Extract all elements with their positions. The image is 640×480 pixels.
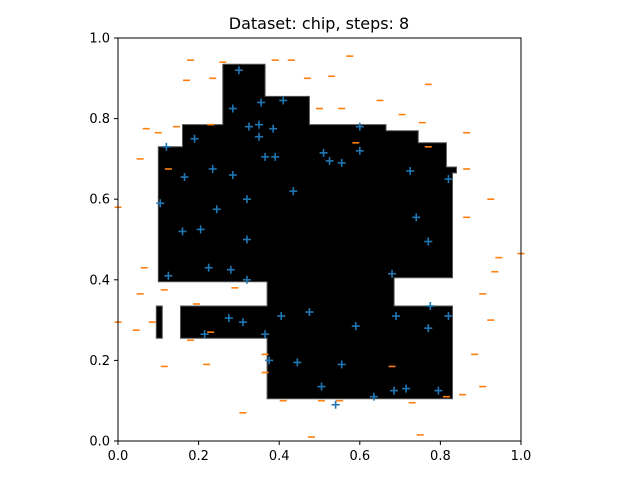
chart-title: Dataset: chip, steps: 8	[229, 14, 409, 33]
positive-point	[424, 324, 433, 333]
positive-point	[412, 213, 421, 222]
x-axis-ticks: 0.0 0.2 0.4 0.6 0.8 1.0	[108, 441, 532, 464]
positive-point	[388, 269, 397, 278]
positive-point	[305, 308, 314, 317]
positive-point	[261, 330, 270, 339]
positive-point	[325, 156, 334, 165]
positive-point	[226, 265, 235, 274]
positive-point	[337, 360, 346, 369]
positive-point	[277, 312, 286, 321]
positive-point	[271, 152, 280, 161]
positive-point	[212, 205, 221, 214]
positive-point	[180, 173, 189, 182]
positive-point	[426, 301, 435, 310]
y-tick-label: 0.0	[89, 435, 110, 450]
positive-point	[319, 148, 328, 157]
positive-point	[317, 382, 326, 391]
positive-point	[162, 142, 171, 151]
positive-point	[406, 166, 415, 175]
x-tick-label: 0.2	[188, 449, 209, 464]
positive-point	[228, 104, 237, 113]
y-tick-label: 0.2	[89, 354, 110, 369]
positive-point	[242, 275, 251, 284]
decision-region	[155, 63, 457, 400]
positive-point	[204, 263, 213, 272]
positive-point	[444, 175, 453, 184]
positive-point	[337, 158, 346, 167]
positive-point	[242, 235, 251, 244]
negative-points	[114, 55, 525, 438]
x-tick-label: 0.6	[349, 449, 370, 464]
positive-point	[293, 358, 302, 367]
y-tick-label: 0.6	[89, 193, 110, 208]
positive-point	[242, 195, 251, 204]
positive-point	[178, 227, 187, 236]
y-tick-label: 0.8	[89, 112, 110, 127]
positive-point	[390, 386, 399, 395]
y-tick-label: 1.0	[89, 32, 110, 47]
positive-point	[355, 122, 364, 131]
positive-point	[255, 132, 264, 141]
positive-point	[279, 96, 288, 105]
region-polygon	[155, 305, 163, 339]
positive-point	[269, 124, 278, 133]
positive-point	[402, 384, 411, 393]
positive-point	[255, 120, 264, 129]
positive-point	[164, 271, 173, 280]
plot-frame	[117, 37, 522, 442]
positive-point	[444, 312, 453, 321]
positive-point	[434, 386, 443, 395]
positive-point	[200, 330, 209, 339]
positive-point	[244, 122, 253, 131]
x-tick-label: 0.0	[108, 449, 129, 464]
positive-point	[196, 225, 205, 234]
region-polygon	[157, 63, 457, 400]
positive-point	[351, 322, 360, 331]
x-tick-label: 0.8	[430, 449, 451, 464]
positive-point	[156, 199, 165, 208]
positive-point	[331, 400, 340, 409]
positive-point	[234, 66, 243, 75]
positive-point	[392, 312, 401, 321]
positive-point	[257, 98, 266, 107]
x-tick-label: 0.4	[269, 449, 290, 464]
positive-point	[228, 171, 237, 180]
positive-points	[156, 66, 453, 409]
positive-point	[224, 314, 233, 323]
y-tick-label: 0.4	[89, 273, 110, 288]
positive-point	[355, 146, 364, 155]
positive-point	[238, 318, 247, 327]
positive-point	[369, 392, 378, 401]
y-axis-ticks: 0.0 0.2 0.4 0.6 0.8 1.0	[89, 32, 118, 450]
positive-point	[424, 237, 433, 246]
positive-point	[289, 187, 298, 196]
x-tick-label: 1.0	[511, 449, 532, 464]
positive-point	[190, 134, 199, 143]
positive-point	[265, 356, 274, 365]
positive-point	[208, 164, 217, 173]
positive-point	[261, 152, 270, 161]
